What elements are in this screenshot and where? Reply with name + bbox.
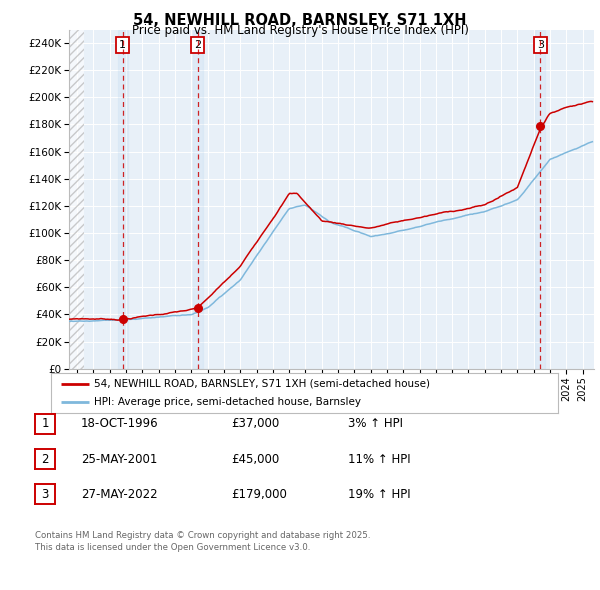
Text: 3: 3	[536, 40, 544, 50]
Polygon shape	[69, 30, 83, 369]
Text: 11% ↑ HPI: 11% ↑ HPI	[348, 453, 410, 466]
Text: 54, NEWHILL ROAD, BARNSLEY, S71 1XH (semi-detached house): 54, NEWHILL ROAD, BARNSLEY, S71 1XH (sem…	[94, 379, 430, 389]
Text: 2: 2	[194, 40, 202, 50]
Text: 1: 1	[41, 417, 49, 430]
Text: Price paid vs. HM Land Registry's House Price Index (HPI): Price paid vs. HM Land Registry's House …	[131, 24, 469, 37]
Text: 27-MAY-2022: 27-MAY-2022	[81, 488, 158, 501]
Text: 18-OCT-1996: 18-OCT-1996	[81, 417, 158, 430]
Text: 54, NEWHILL ROAD, BARNSLEY, S71 1XH: 54, NEWHILL ROAD, BARNSLEY, S71 1XH	[133, 13, 467, 28]
Text: 3: 3	[41, 488, 49, 501]
Text: Contains HM Land Registry data © Crown copyright and database right 2025.
This d: Contains HM Land Registry data © Crown c…	[35, 531, 370, 552]
Bar	[535, 30, 545, 369]
Text: 19% ↑ HPI: 19% ↑ HPI	[348, 488, 410, 501]
Text: 3% ↑ HPI: 3% ↑ HPI	[348, 417, 403, 430]
Bar	[118, 30, 128, 369]
Text: £37,000: £37,000	[231, 417, 279, 430]
Text: HPI: Average price, semi-detached house, Barnsley: HPI: Average price, semi-detached house,…	[94, 397, 361, 407]
Text: £45,000: £45,000	[231, 453, 279, 466]
Text: 25-MAY-2001: 25-MAY-2001	[81, 453, 157, 466]
Text: 2: 2	[41, 453, 49, 466]
Text: 1: 1	[119, 40, 127, 50]
Bar	[193, 30, 203, 369]
Text: £179,000: £179,000	[231, 488, 287, 501]
